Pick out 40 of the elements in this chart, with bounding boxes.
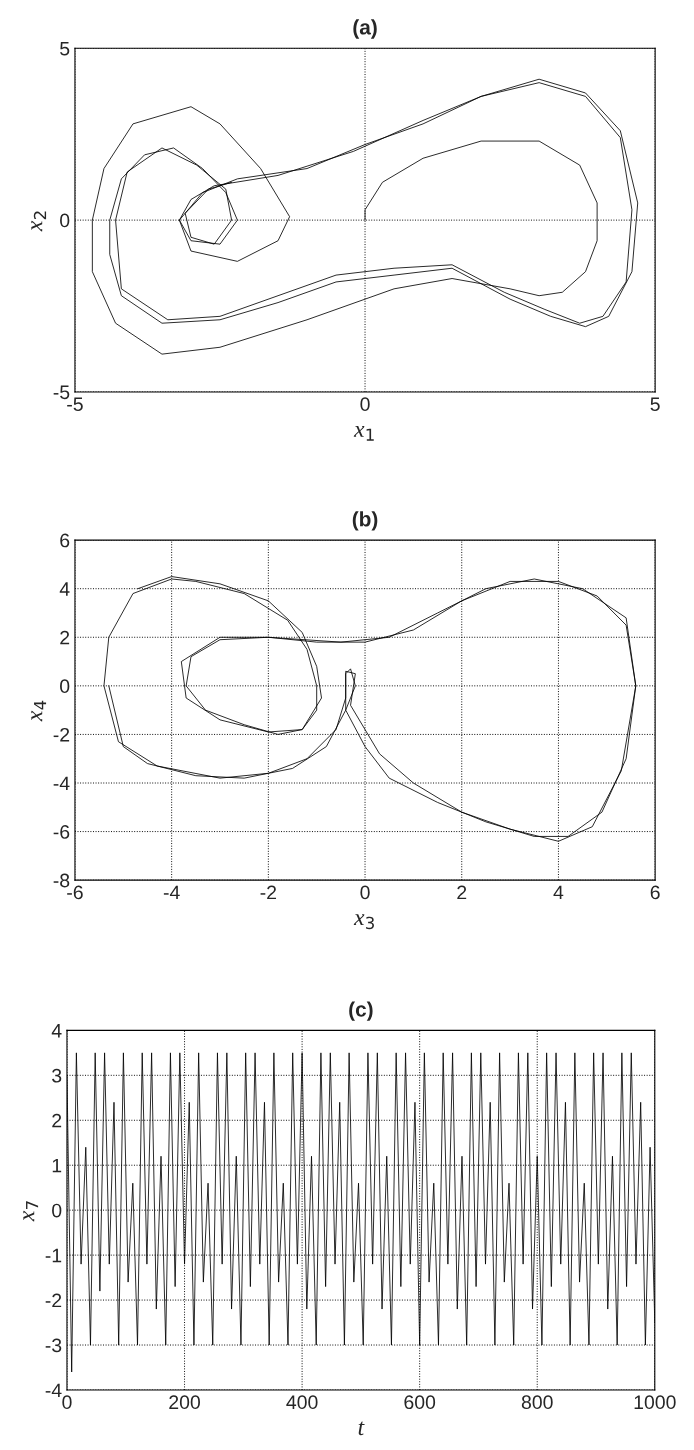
y-tick-label: 5 bbox=[60, 41, 70, 56]
y-tick-label: -1 bbox=[45, 1248, 62, 1263]
x-tick-label: 4 bbox=[553, 885, 564, 900]
y-tick-label: 2 bbox=[52, 1113, 62, 1128]
y-tick-label: 4 bbox=[59, 582, 70, 596]
y-tick-label: -2 bbox=[45, 1293, 62, 1308]
chart-title: (a) bbox=[353, 19, 377, 39]
y-tick-label: -4 bbox=[53, 776, 70, 791]
y-tick-label: 0 bbox=[60, 213, 70, 228]
x-tick-label: 800 bbox=[521, 1395, 553, 1410]
x-tick-label: -2 bbox=[260, 885, 277, 900]
y-tick-label: 0 bbox=[52, 1203, 62, 1218]
x-tick-label: 600 bbox=[404, 1395, 436, 1410]
y-tick-label: -3 bbox=[45, 1338, 62, 1353]
y-tick-label: -6 bbox=[53, 825, 70, 839]
x-axis-title: x$_{1}$ bbox=[353, 426, 374, 441]
y-tick-label: 1 bbox=[52, 1158, 62, 1173]
x-tick-label: 6 bbox=[650, 885, 660, 900]
y-axis-title: x$_{2}$ bbox=[31, 211, 47, 232]
x-tick-label: -4 bbox=[163, 885, 180, 900]
y-tick-label: 2 bbox=[60, 630, 70, 645]
x-axis-title: t bbox=[358, 1421, 365, 1436]
y-tick-label: -2 bbox=[53, 727, 70, 742]
y-axis-title: x$_{4}$ bbox=[31, 700, 47, 722]
x-tick-label: 5 bbox=[650, 397, 660, 412]
x-tick-label: 400 bbox=[286, 1395, 318, 1410]
x-tick-label: 0 bbox=[360, 885, 370, 900]
y-tick-label: 4 bbox=[51, 1024, 62, 1038]
y-tick-label: 0 bbox=[60, 679, 70, 694]
y-tick-label: 6 bbox=[60, 533, 70, 548]
y-axis-title: x$_{7}$ bbox=[23, 1201, 39, 1222]
x-axis-title: x$_{3}$ bbox=[353, 914, 374, 930]
y-tick-label: 3 bbox=[52, 1068, 62, 1083]
y-tick-label: -4 bbox=[45, 1383, 62, 1398]
x-tick-label: 0 bbox=[360, 397, 370, 412]
chart-title: (b) bbox=[352, 511, 378, 531]
x-tick-label: 1000 bbox=[634, 1395, 676, 1410]
x-tick-label: 200 bbox=[169, 1395, 200, 1410]
chart-title: (c) bbox=[349, 1001, 373, 1021]
x-tick-label: 2 bbox=[457, 885, 467, 900]
